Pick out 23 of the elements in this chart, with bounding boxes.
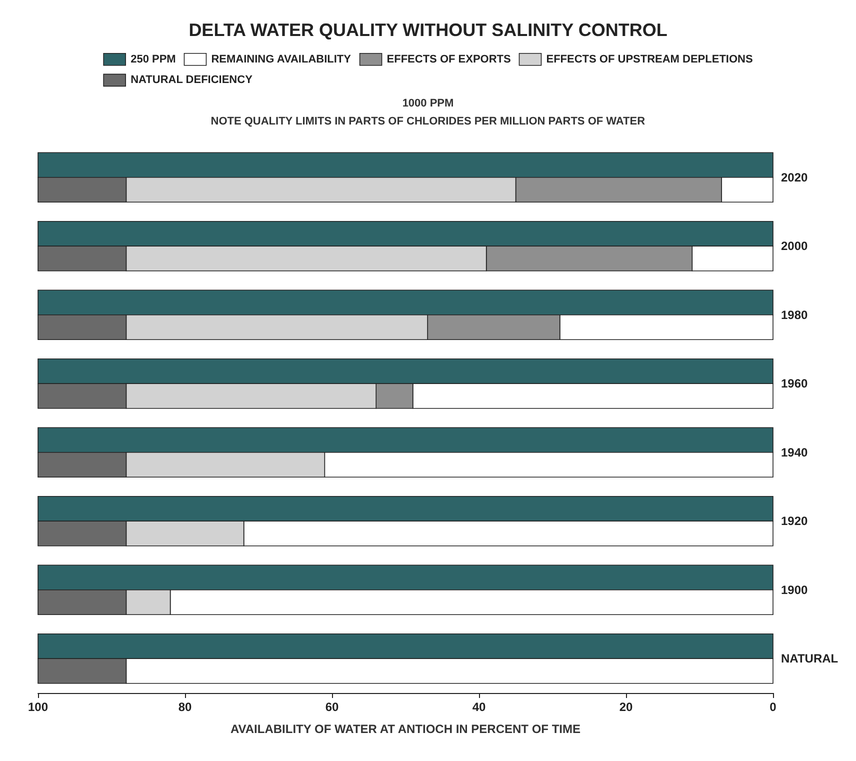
- y-tick-label: 1960: [781, 376, 808, 391]
- legend-label: EFFECTS OF UPSTREAM DEPLETIONS: [546, 53, 753, 66]
- y-tick-label: 2020: [781, 170, 808, 184]
- legend-label: 250 PPM: [130, 53, 176, 66]
- text: NOTE QUALITY LIMITS IN PARTS OF CHLORIDES PER MILLION PARTS OF WATER: [210, 116, 646, 128]
- x-tick-label: 0: [770, 700, 777, 714]
- y-tick-label: 2000: [781, 239, 808, 254]
- y-tick-label: 1940: [781, 445, 808, 460]
- x-tick-label: 40: [472, 700, 486, 714]
- x-tick-label: 60: [325, 700, 339, 714]
- x-tick-label: 20: [619, 700, 633, 714]
- x-tick-label: 100: [28, 700, 48, 714]
- legend-label: REMAINING AVAILABILITY: [211, 53, 352, 66]
- chart-title: DELTA WATER QUALITY WITHOUT SALINITY CONTROL: [188, 20, 668, 40]
- text: 1000 PPM: [402, 98, 454, 110]
- legend-label: NATURAL DEFICIENCY: [130, 74, 254, 86]
- legend-label: EFFECTS OF EXPORTS: [386, 53, 511, 66]
- x-axis-title: AVAILABILITY OF WATER AT ANTIOCH IN PERCENT OF TIME: [230, 722, 580, 736]
- y-tick-label: 1980: [781, 308, 808, 322]
- y-tick-label: NATURAL: [781, 652, 838, 666]
- y-tick-label: 1900: [781, 582, 808, 597]
- x-tick-label: 80: [178, 700, 192, 714]
- y-tick-label: 1920: [781, 514, 808, 528]
